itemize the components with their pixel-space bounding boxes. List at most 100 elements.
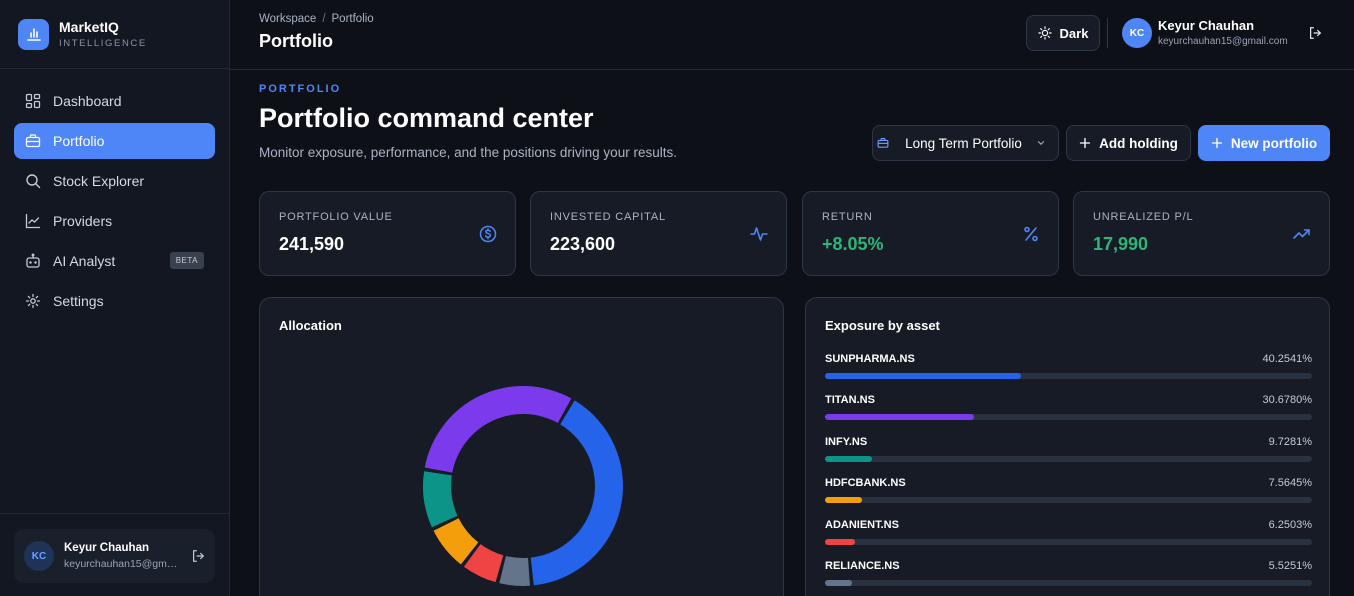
sidebar-nav: Dashboard Portfolio Stock Explorer	[0, 69, 229, 319]
pulse-icon	[750, 225, 768, 248]
sidebar-item-dashboard[interactable]: Dashboard	[14, 83, 215, 119]
exposure-bar-track	[825, 456, 1312, 462]
brand-name: MarketIQ	[59, 19, 119, 35]
sidebar-item-ai-analyst[interactable]: AI Analyst BETA	[14, 243, 215, 279]
stat-card-portfolio-value: PORTFOLIO VALUE 241,590	[259, 191, 516, 276]
breadcrumb-workspace[interactable]: Workspace	[259, 13, 317, 25]
sidebar-item-label: Dashboard	[53, 93, 122, 109]
sidebar-user-card[interactable]: KC Keyur Chauhan keyurchauhan15@gmail.co…	[14, 529, 215, 583]
stat-card-invested-capital: INVESTED CAPITAL 223,600	[530, 191, 787, 276]
topbar-user-email: keyurchauhan15@gmail.com	[1158, 36, 1288, 47]
topbar-divider	[1107, 18, 1108, 48]
exposure-percent: 6.2503%	[1268, 519, 1312, 531]
page-title: Portfolio	[259, 31, 333, 51]
brand-subtitle: INTELLIGENCE	[59, 38, 147, 49]
add-holding-label: Add holding	[1099, 135, 1178, 151]
logout-icon[interactable]	[191, 549, 205, 568]
exposure-percent: 5.5251%	[1268, 560, 1312, 572]
sidebar-user-name: Keyur Chauhan	[64, 542, 149, 554]
sidebar-item-stock-explorer[interactable]: Stock Explorer	[14, 163, 215, 199]
stat-label: INVESTED CAPITAL	[550, 211, 666, 223]
stat-value: 241,590	[279, 234, 345, 254]
sidebar-item-providers[interactable]: Providers	[14, 203, 215, 239]
theme-label: Dark	[1059, 25, 1089, 41]
exposure-panel: Exposure by asset SUNPHARMA.NS 40.2541% TI…	[805, 297, 1330, 596]
gear-icon	[25, 293, 41, 309]
exposure-percent: 30.6780%	[1262, 394, 1312, 406]
hero-title: Portfolio command center	[259, 103, 594, 133]
sidebar-item-settings[interactable]: Settings	[14, 283, 215, 319]
exposure-symbol: ADANIENT.NS	[825, 519, 899, 531]
breadcrumb: Workspace / Portfolio	[259, 13, 374, 25]
exposure-bar-track	[825, 414, 1312, 420]
stat-label: RETURN	[822, 211, 873, 223]
new-portfolio-button[interactable]: New portfolio	[1198, 125, 1330, 161]
add-holding-button[interactable]: Add holding	[1066, 125, 1191, 161]
stat-card-return: RETURN +8.05%	[802, 191, 1059, 276]
exposure-percent: 9.7281%	[1268, 436, 1312, 448]
allocation-donut-chart	[423, 386, 623, 586]
trending-up-icon	[1293, 225, 1311, 248]
sidebar: MarketIQ INTELLIGENCE Dashboard Portfoli…	[0, 0, 230, 596]
portfolio-select-value: Long Term Portfolio	[905, 135, 1022, 151]
sidebar-divider	[0, 513, 229, 514]
topbar: Workspace / Portfolio Portfolio Dark KC Ke…	[230, 0, 1354, 70]
exposure-title: Exposure by asset	[825, 318, 940, 333]
sidebar-item-label: AI Analyst	[53, 253, 116, 269]
percent-icon	[1022, 225, 1040, 248]
exposure-symbol: RELIANCE.NS	[825, 560, 900, 572]
avatar: KC	[24, 541, 54, 571]
donut-slice-hdfcbank-ns[interactable]	[433, 518, 479, 565]
bar-chart-logo-icon	[18, 18, 49, 50]
search-icon	[25, 173, 41, 189]
topbar-user-name: Keyur Chauhan	[1158, 18, 1255, 33]
exposure-symbol: INFY.NS	[825, 436, 868, 448]
portfolio-select[interactable]: Long Term Portfolio	[872, 125, 1059, 161]
theme-toggle-button[interactable]: Dark	[1026, 15, 1100, 51]
hero-subtitle: Monitor exposure, performance, and the p…	[259, 145, 677, 160]
section-kicker: PORTFOLIO	[259, 83, 342, 95]
exposure-symbol: HDFCBANK.NS	[825, 477, 906, 489]
sidebar-item-label: Stock Explorer	[53, 173, 145, 189]
exposure-bar-track	[825, 580, 1312, 586]
donut-slice-reliance-ns[interactable]	[499, 555, 530, 586]
stat-value: +8.05%	[822, 234, 884, 254]
bot-icon	[25, 253, 41, 269]
beta-badge: BETA	[169, 252, 204, 269]
stat-value: 223,600	[550, 234, 616, 254]
sidebar-item-label: Portfolio	[53, 133, 105, 149]
plus-icon	[1211, 137, 1223, 149]
sidebar-item-label: Providers	[53, 213, 113, 229]
line-chart-icon	[25, 213, 41, 229]
briefcase-icon	[25, 133, 41, 149]
stat-value: 17,990	[1093, 234, 1149, 254]
donut-slice-infy-ns[interactable]	[423, 471, 458, 528]
sidebar-user-email: keyurchauhan15@gmail.com	[64, 558, 182, 570]
breadcrumb-portfolio: Portfolio	[331, 13, 374, 25]
donut-slice-sunpharma-ns[interactable]	[530, 400, 623, 586]
exposure-bar-fill	[825, 497, 862, 503]
donut-slice-adanient-ns[interactable]	[463, 544, 504, 583]
chevron-down-icon	[1037, 141, 1044, 146]
exposure-symbol: TITAN.NS	[825, 394, 875, 406]
dollar-circle-icon	[479, 225, 497, 248]
sun-icon	[1037, 26, 1052, 40]
logout-icon[interactable]	[1308, 26, 1322, 45]
exposure-bar-fill	[825, 373, 1022, 379]
sidebar-item-portfolio[interactable]: Portfolio	[14, 123, 215, 159]
plus-icon	[1079, 137, 1091, 149]
stat-card-unrealized-pl: UNREALIZED P/L 17,990	[1073, 191, 1330, 276]
donut-slice-titan-ns[interactable]	[424, 386, 572, 473]
allocation-title: Allocation	[279, 318, 342, 333]
exposure-percent: 40.2541%	[1262, 353, 1312, 365]
exposure-bar-fill	[825, 580, 852, 586]
grid-icon	[25, 93, 41, 109]
brand[interactable]: MarketIQ INTELLIGENCE	[0, 0, 229, 69]
exposure-bar-fill	[825, 456, 873, 462]
exposure-bar-fill	[825, 539, 856, 545]
new-portfolio-label: New portfolio	[1230, 135, 1318, 151]
stat-label: UNREALIZED P/L	[1093, 211, 1194, 223]
avatar[interactable]: KC	[1122, 18, 1152, 48]
briefcase-icon	[877, 137, 889, 148]
exposure-bar-fill	[825, 414, 975, 420]
